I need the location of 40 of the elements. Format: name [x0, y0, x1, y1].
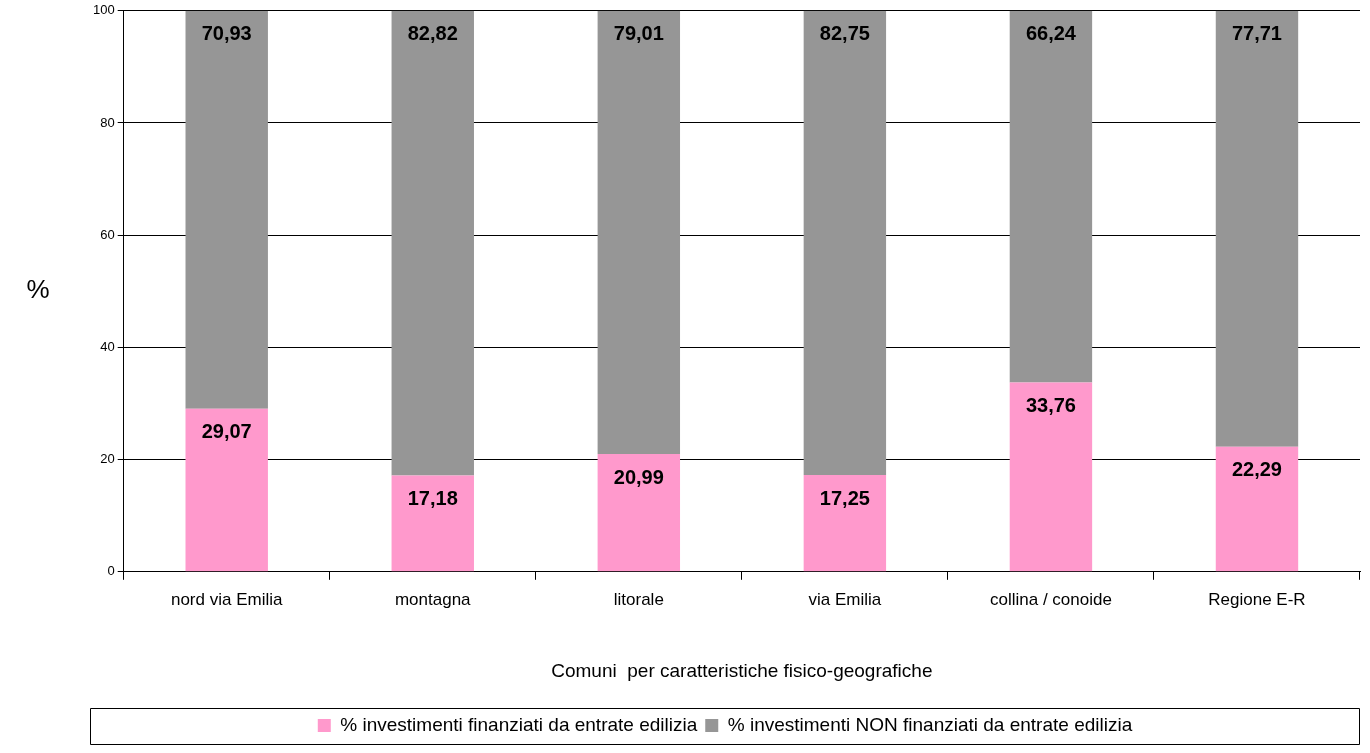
x-axis-title: Comuni per caratteristiche fisico-geografiche	[551, 659, 933, 681]
bar	[1215, 446, 1299, 572]
data-label: 22,29	[1231, 458, 1283, 481]
bar	[597, 10, 681, 455]
x-tick-label: Regione E-R	[1208, 589, 1306, 609]
data-label: 17,25	[819, 486, 870, 509]
y-tick-label: 20	[100, 451, 115, 467]
data-label: 77,71	[1231, 22, 1283, 45]
bar	[185, 10, 268, 409]
y-tick-label: 100	[92, 2, 115, 18]
y-tick-label: 60	[100, 226, 115, 242]
data-label: 66,24	[1025, 22, 1077, 45]
data-label: 82,75	[819, 22, 870, 45]
bar	[1009, 10, 1093, 383]
bar	[803, 10, 887, 476]
x-tick-label: via Emilia	[808, 589, 882, 609]
x-tick-label: nord via Emilia	[170, 589, 283, 609]
y-tick-label: 80	[100, 114, 115, 130]
bar	[391, 10, 474, 476]
legend-label: % investimenti NON finanziati da entrate edilizia	[727, 713, 1133, 735]
data-label: 20,99	[613, 465, 664, 488]
bar	[597, 454, 681, 572]
y-tick-label: 40	[100, 338, 115, 354]
x-tick-label: collina / conoide	[989, 589, 1112, 609]
y-axis-title: %	[26, 274, 50, 305]
bar	[803, 475, 887, 572]
bar	[1215, 10, 1299, 447]
data-label: 70,93	[201, 22, 252, 45]
data-label: 79,01	[613, 22, 664, 45]
data-label: 82,82	[407, 22, 458, 45]
data-label: 33,76	[1025, 393, 1076, 416]
y-tick-label: 0	[107, 563, 115, 579]
legend-label: % investimenti finanziati da entrate edilizia	[340, 713, 698, 735]
data-label: 17,18	[407, 486, 458, 509]
x-tick-label: litorale	[613, 589, 664, 609]
bar	[391, 475, 474, 572]
data-label: 29,07	[201, 420, 252, 443]
x-tick-label: montagna	[394, 589, 472, 609]
bar	[1009, 382, 1093, 572]
bar	[185, 408, 268, 572]
